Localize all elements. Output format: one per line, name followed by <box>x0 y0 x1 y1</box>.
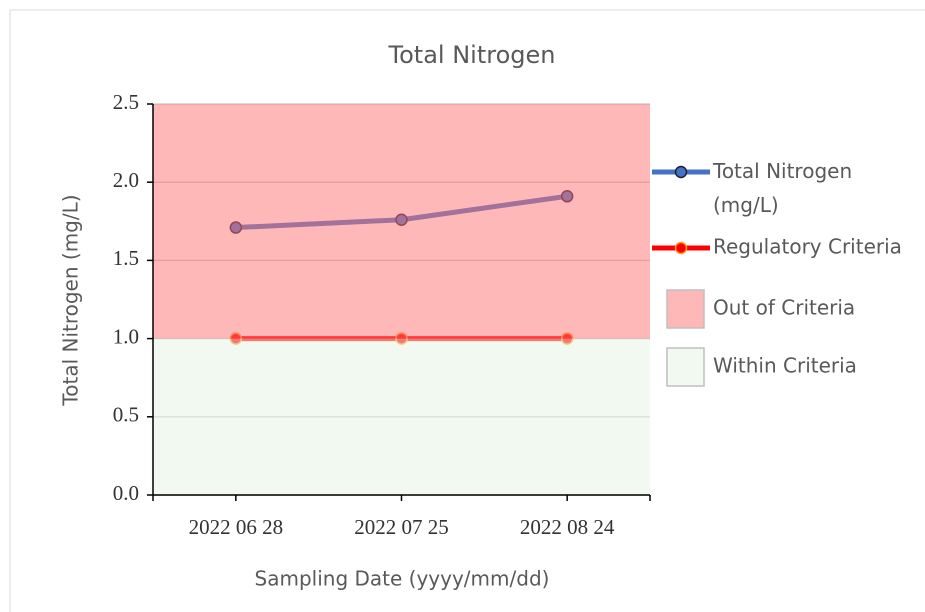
chart-title: Total Nitrogen <box>388 41 556 69</box>
x-tick-label: 2022 06 28 <box>189 515 284 539</box>
legend-label: Regulatory Criteria <box>713 235 902 259</box>
legend-marker <box>674 241 688 255</box>
x-tick-label: 2022 07 25 <box>354 515 449 539</box>
y-tick-label: 2.5 <box>113 90 139 114</box>
legend-label: Within Criteria <box>713 354 857 378</box>
y-tick-label: 2.0 <box>113 168 139 192</box>
legend-marker <box>674 165 688 179</box>
legend-label: Out of Criteria <box>713 296 855 320</box>
x-tick-label: 2022 08 24 <box>520 515 615 539</box>
legend-label: Total Nitrogen (mg/L) <box>712 159 858 217</box>
y-tick-label: 1.5 <box>113 246 139 270</box>
y-axis-label: Total Nitrogen (mg/L) <box>59 194 83 406</box>
y-tick-label: 0.0 <box>113 481 139 505</box>
legend-swatch <box>666 289 705 329</box>
legend-swatch <box>666 347 705 387</box>
y-tick-label: 0.5 <box>113 403 139 427</box>
criteria-region <box>153 104 650 339</box>
x-axis-label: Sampling Date (yyyy/mm/dd) <box>255 567 550 591</box>
y-tick-label: 1.0 <box>113 324 139 348</box>
criteria-region <box>153 338 650 495</box>
